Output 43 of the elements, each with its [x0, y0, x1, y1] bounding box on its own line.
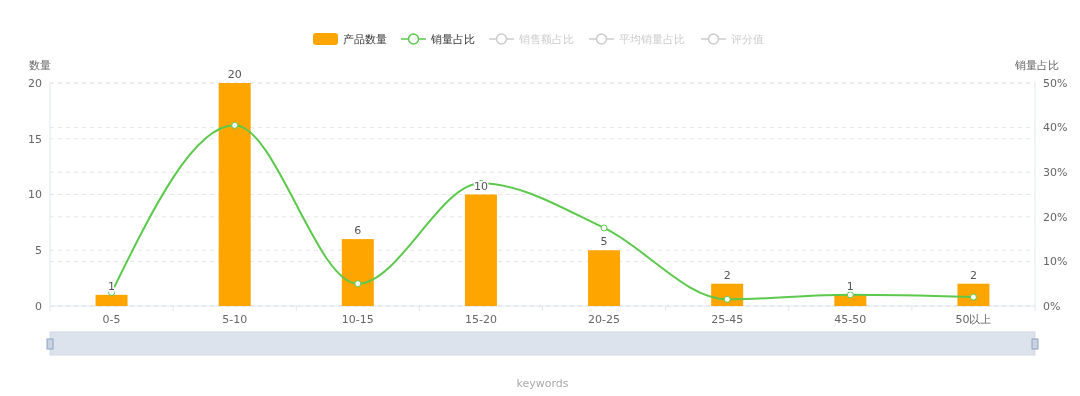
y-tick-label: 5: [35, 244, 42, 258]
point: [846, 291, 854, 299]
point: [969, 293, 977, 301]
y-tick-label: 0: [35, 299, 42, 313]
data-label: 20: [227, 68, 242, 81]
bar: [218, 83, 251, 306]
bar: [464, 194, 497, 306]
legend-label: 产品数量: [343, 32, 387, 46]
y-tick-label: 10: [28, 188, 42, 202]
x-tick-label: 50以上: [955, 313, 992, 326]
bar: [588, 250, 621, 306]
y-tick-label: 20: [28, 76, 42, 90]
y2-axis-title: 销量占比: [1014, 59, 1059, 72]
point: [354, 280, 362, 288]
bar: [957, 283, 990, 306]
x-tick-label: 25-45: [711, 313, 744, 326]
x-tick-label: 0-5: [102, 313, 121, 326]
x-tick-label: 15-20: [464, 313, 497, 326]
point: [723, 295, 731, 303]
point: [600, 224, 608, 232]
x-tick-label: 45-50: [834, 313, 867, 326]
y2-tick-label: 30%: [1043, 166, 1068, 180]
y-axis-title: 数量: [29, 59, 51, 72]
x-axis-title: keywords: [516, 377, 569, 390]
y2-tick-label: 50%: [1043, 76, 1068, 90]
bar: [95, 294, 128, 306]
legend-label: 销量占比: [430, 32, 475, 46]
bar: [341, 239, 374, 306]
data-label: 2: [723, 268, 731, 282]
data-label: 6: [354, 224, 362, 238]
x-tick-label: 10-15: [341, 313, 374, 326]
y2-tick-label: 10%: [1043, 255, 1068, 269]
point: [231, 121, 239, 129]
data-label: 2: [969, 268, 977, 282]
y2-tick-label: 20%: [1043, 210, 1068, 224]
y2-tick-label: 0%: [1043, 299, 1061, 313]
data-label: 1: [108, 279, 116, 293]
y-tick-label: 15: [28, 132, 42, 146]
data-label: 5: [600, 235, 608, 249]
data-label: 1: [846, 279, 854, 293]
y2-tick-label: 40%: [1043, 121, 1068, 135]
x-tick-label: 5-10: [222, 313, 248, 326]
x-tick-label: 20-25: [588, 313, 621, 326]
